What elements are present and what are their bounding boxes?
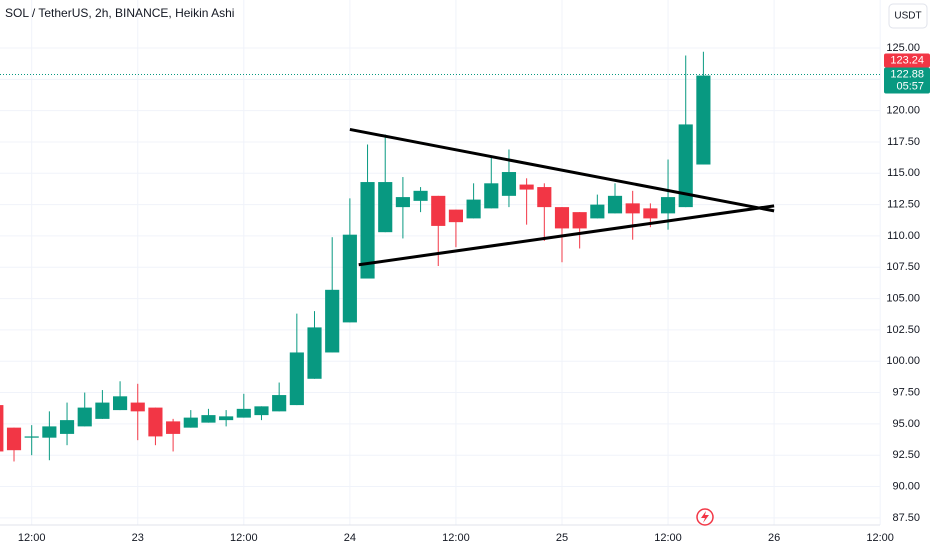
x-tick-label: 12:00 <box>18 532 46 544</box>
candle-body <box>236 408 251 418</box>
y-tick-label: 110.00 <box>887 230 920 242</box>
x-tick-label: 12:00 <box>866 532 894 544</box>
candle-body <box>289 352 304 406</box>
y-tick-label: 97.50 <box>892 386 920 398</box>
candle-body <box>6 427 22 451</box>
y-tick-label: 105.00 <box>886 292 920 304</box>
candle-body <box>395 197 410 208</box>
candle-body <box>95 402 110 419</box>
grid <box>0 0 881 525</box>
x-tick-label: 12:00 <box>654 532 682 544</box>
candle-body <box>166 421 181 434</box>
candle-body <box>607 195 623 214</box>
candle-body <box>183 417 198 428</box>
alert-icon[interactable] <box>696 508 714 526</box>
x-tick-label: 26 <box>768 532 780 544</box>
price-countdown: 05:57 <box>896 80 924 92</box>
candle-body <box>590 204 605 219</box>
candle-body <box>272 395 287 412</box>
x-tick-label: 12:00 <box>442 532 470 544</box>
y-tick-label: 125.00 <box>886 42 920 54</box>
y-tick-label: 100.00 <box>886 355 920 367</box>
candle-body <box>466 199 481 219</box>
currency-label[interactable]: USDT <box>894 11 921 22</box>
candle-body <box>219 416 234 421</box>
x-tick-label: 24 <box>344 532 356 544</box>
candle-body <box>537 187 552 208</box>
candle-body <box>431 195 446 226</box>
currency-box[interactable] <box>888 3 928 29</box>
y-tick-label: 92.50 <box>892 449 920 461</box>
candle-body <box>413 190 428 201</box>
candle-body <box>501 172 517 196</box>
candle-body <box>24 436 39 438</box>
candle-body <box>0 405 4 452</box>
candle-body <box>342 234 357 323</box>
y-tick-label: 90.00 <box>892 480 920 492</box>
y-tick-label: 95.00 <box>892 418 920 430</box>
price-tag <box>884 53 930 68</box>
candle-body <box>360 182 375 279</box>
candle-body <box>448 209 463 223</box>
candle-body <box>643 208 658 219</box>
y-tick-label: 102.50 <box>886 324 920 336</box>
chart-title: SOL / TetherUS, 2h, BINANCE, Heikin Ashi <box>5 6 234 20</box>
candle-body <box>201 415 216 423</box>
candle-body <box>678 124 693 208</box>
candle-body <box>59 420 75 434</box>
y-tick-label: 87.50 <box>892 512 920 524</box>
y-tick-label: 115.00 <box>887 167 920 179</box>
plot-area <box>0 51 880 462</box>
candle-body <box>484 183 499 209</box>
y-tick-label: 112.50 <box>887 199 920 211</box>
candle-body <box>254 406 269 416</box>
candle-body <box>378 182 393 233</box>
x-tick-label: 23 <box>132 532 144 544</box>
candle-body <box>148 407 163 437</box>
candle-body <box>307 327 322 379</box>
price-tag-label: 122.88 <box>890 68 924 80</box>
y-tick-label: 107.50 <box>886 261 920 273</box>
trendline <box>358 204 775 267</box>
candle-body <box>113 396 128 411</box>
candle-body <box>325 289 340 353</box>
candle-body <box>42 426 57 438</box>
axes: 87.50 90.00 92.50 95.00 97.50 100.00 102.50 105… <box>0 42 930 544</box>
candle-body <box>130 402 145 412</box>
price-tag-label: 123.24 <box>890 54 924 66</box>
x-tick-label: 12:00 <box>230 532 258 544</box>
candle-body <box>625 203 640 214</box>
candle-body <box>660 197 676 214</box>
x-tick-label: 25 <box>556 532 568 544</box>
candle-body <box>519 184 534 190</box>
candle-body <box>554 207 570 229</box>
price-tag <box>884 67 930 94</box>
y-tick-label: 120.00 <box>886 105 920 117</box>
trendline <box>349 127 775 213</box>
candle-body <box>696 75 711 165</box>
y-tick-label: 117.50 <box>887 136 920 148</box>
candle-body <box>77 407 92 427</box>
candle-body <box>572 212 587 229</box>
